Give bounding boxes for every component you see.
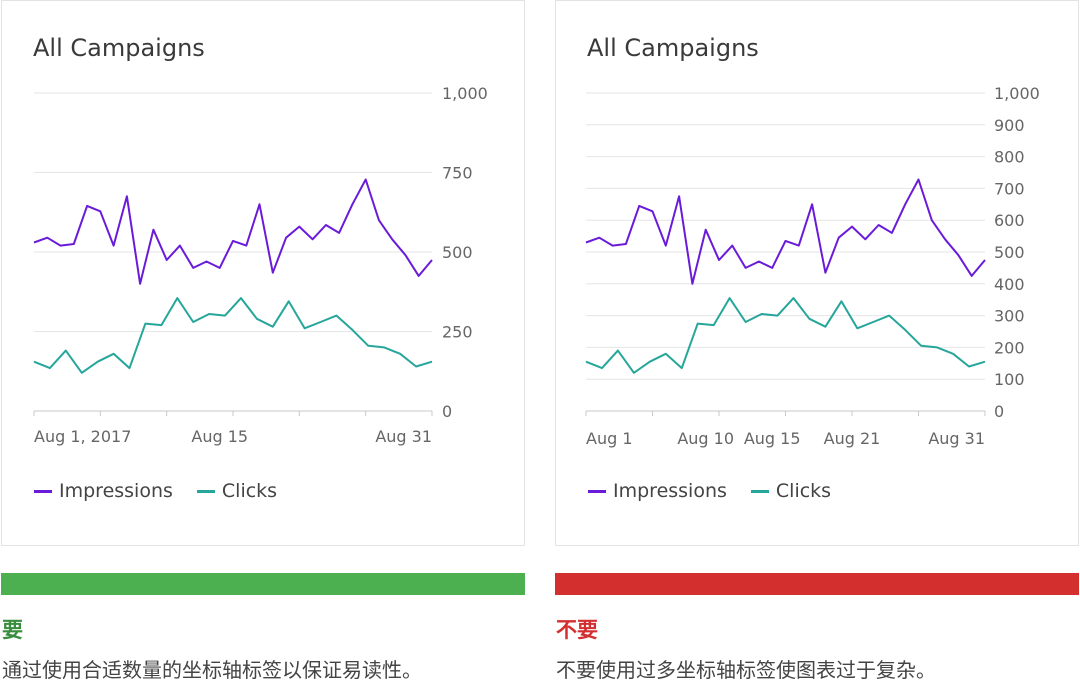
y-tick-label: 500 xyxy=(442,243,473,262)
series-line-clicks xyxy=(585,297,986,374)
y-tick-label: 500 xyxy=(994,243,1025,262)
legend-label-impressions: Impressions xyxy=(613,480,727,502)
y-tick-label: 600 xyxy=(994,211,1025,230)
clicks-swatch xyxy=(196,489,215,493)
chart-title: All Campaigns xyxy=(33,34,205,62)
series-line-impressions xyxy=(33,178,433,285)
y-tick-label: 700 xyxy=(994,179,1025,198)
y-tick-label: 300 xyxy=(994,307,1025,326)
x-tick-label: Aug 31 xyxy=(928,429,985,448)
x-tick-label: Aug 21 xyxy=(824,429,881,448)
impressions-swatch xyxy=(34,489,52,493)
y-tick-label: 100 xyxy=(994,370,1025,389)
x-tick-label: Aug 31 xyxy=(375,427,432,446)
x-tick-label: Aug 1 xyxy=(586,429,633,448)
x-tick-label: Aug 15 xyxy=(744,429,801,448)
impressions-swatch xyxy=(588,489,606,493)
y-tick-label: 400 xyxy=(994,275,1025,294)
series-line-impressions xyxy=(585,178,986,285)
clicks-swatch xyxy=(750,489,769,493)
y-tick-label: 900 xyxy=(994,116,1025,135)
bad-example-chart: 0 100 200 300 400 500 600 700 800 900 1,000 Aug 1 Au… xyxy=(585,84,1040,448)
bad-example-card: All Campaigns 0 100 200 300 400 500 600 700 800 9… xyxy=(555,0,1079,546)
x-tick-label: Aug 15 xyxy=(191,427,248,446)
y-tick-label: 0 xyxy=(442,402,452,421)
chart-title: All Campaigns xyxy=(587,34,759,62)
legend-label-clicks: Clicks xyxy=(221,480,278,502)
x-tick-label: Aug 1, 2017 xyxy=(34,427,131,446)
legend-item-impressions[interactable]: Impressions xyxy=(588,480,727,502)
good-example-card: All Campaigns 0 250 500 750 1,000 Aug 1, 2017… xyxy=(1,0,525,546)
legend-item-clicks[interactable]: Clicks xyxy=(196,480,278,502)
y-tick-label: 250 xyxy=(442,323,473,342)
chart-legend: Impressions Clicks xyxy=(34,480,301,502)
series-line-clicks xyxy=(33,297,433,374)
chart-legend: Impressions Clicks xyxy=(588,480,855,502)
good-example-chart: 0 250 500 750 1,000 Aug 1, 2017 Aug 15 Aug 31 xyxy=(33,84,488,446)
legend-item-impressions[interactable]: Impressions xyxy=(34,480,173,502)
legend-label-clicks: Clicks xyxy=(775,480,832,502)
y-tick-label: 1,000 xyxy=(994,84,1040,103)
legend-label-impressions: Impressions xyxy=(59,480,173,502)
legend-item-clicks[interactable]: Clicks xyxy=(750,480,832,502)
y-tick-label: 800 xyxy=(994,148,1025,167)
good-caption: 通过使用合适数量的坐标轴标签以保证易读性。 xyxy=(2,658,422,682)
bad-indicator-bar xyxy=(555,573,1079,595)
y-tick-label: 0 xyxy=(994,402,1004,421)
y-tick-label: 1,000 xyxy=(442,84,488,103)
bad-verdict-label: 不要 xyxy=(556,618,598,642)
bad-caption: 不要使用过多坐标轴标签使图表过于复杂。 xyxy=(556,658,936,682)
x-tick-label: Aug 10 xyxy=(677,429,734,448)
y-tick-label: 200 xyxy=(994,338,1025,357)
good-indicator-bar xyxy=(1,573,525,595)
y-tick-label: 750 xyxy=(442,164,473,183)
good-verdict-label: 要 xyxy=(2,618,23,642)
